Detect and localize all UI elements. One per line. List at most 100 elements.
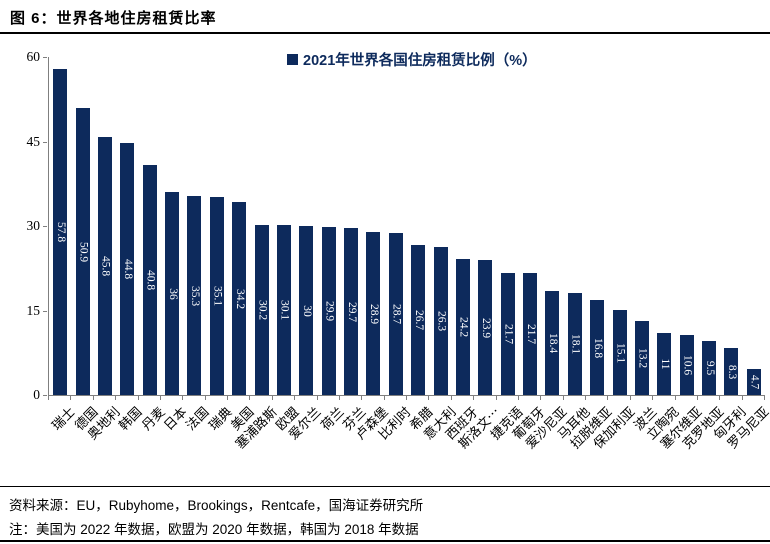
y-tick	[43, 310, 47, 312]
bar-value-label: 35.1	[211, 285, 224, 307]
bar-value-label: 40.8	[144, 269, 157, 291]
bar: 30	[299, 226, 314, 395]
x-tick	[562, 396, 564, 400]
bar: 40.8	[142, 165, 157, 395]
bar: 9.5	[702, 341, 717, 395]
x-tick	[70, 396, 72, 400]
x-tick	[48, 396, 49, 400]
x-tick	[227, 396, 228, 400]
bottom-border	[0, 540, 770, 542]
bar: 50.9	[75, 108, 90, 395]
bar-value-label: 4.7	[748, 374, 761, 390]
bar: 28.7	[388, 233, 403, 395]
bar-value-label: 50.9	[77, 241, 90, 262]
title-divider	[0, 32, 770, 34]
bar: 15.1	[612, 310, 627, 395]
legend-label: 2021年世界各国住房租赁比例（%）	[303, 53, 537, 69]
x-tick	[92, 396, 94, 400]
bar: 29.9	[321, 227, 336, 395]
bar: 36	[165, 192, 180, 395]
bar: 26.3	[433, 247, 448, 395]
bar-value-label: 16.8	[591, 337, 604, 358]
x-tick	[316, 396, 318, 400]
x-tick	[473, 396, 475, 400]
bar-value-label: 21.7	[502, 323, 515, 345]
x-tick	[652, 396, 654, 400]
bar: 44.8	[120, 143, 135, 395]
y-tick	[43, 395, 47, 396]
bar-value-label: 18.4	[547, 332, 560, 354]
source-note: 资料来源：EU，Rubyhome，Brookings，Rentcafe，国海证券…	[9, 498, 424, 513]
bar: 30.1	[276, 225, 291, 395]
bar-value-label: 10.6	[681, 354, 694, 376]
x-tick	[338, 396, 340, 400]
x-tick	[159, 396, 161, 400]
bar: 26.7	[411, 245, 426, 395]
bar: 29.7	[344, 228, 359, 395]
bar-value-label: 28.7	[390, 303, 403, 325]
bar: 23.9	[478, 260, 493, 395]
bar: 28.9	[366, 232, 381, 395]
x-tick	[764, 396, 765, 400]
x-tick	[674, 396, 676, 400]
bar-value-label: 45.8	[99, 255, 112, 277]
bar: 24.2	[455, 259, 470, 395]
legend-swatch-icon	[287, 54, 298, 65]
bar: 16.8	[590, 300, 605, 395]
x-tick	[607, 396, 609, 400]
x-tick	[137, 396, 139, 400]
bar: 35.3	[187, 196, 202, 395]
chart-legend: 2021年世界各国住房租赁比例（%）	[287, 49, 537, 70]
bar-value-label: 9.5	[703, 360, 716, 376]
bar-value-label: 26.7	[412, 309, 425, 331]
bar: 45.8	[97, 137, 112, 395]
x-tick	[406, 396, 407, 400]
bar-value-label: 26.3	[435, 310, 448, 332]
bar: 8.3	[724, 348, 739, 395]
bar-value-label: 44.8	[122, 258, 135, 280]
bar: 57.8	[53, 69, 68, 395]
bar-value-label: 24.2	[457, 316, 470, 338]
x-tick	[696, 396, 698, 400]
bar: 30.2	[254, 225, 269, 395]
data-note: 注：美国为 2022 年数据，欧盟为 2020 年数据，韩国为 2018 年数据	[9, 522, 419, 537]
x-tick	[629, 396, 631, 400]
x-tick	[361, 396, 363, 400]
x-tick	[383, 396, 385, 400]
bar-value-label: 57.8	[54, 221, 67, 243]
x-tick	[741, 396, 743, 400]
figure-title: 图 6：世界各地住房租赁比率	[10, 10, 217, 27]
bar-value-label: 29.9	[323, 300, 336, 322]
bar-value-label: 28.9	[368, 303, 381, 324]
x-tick	[294, 396, 296, 400]
bar: 11	[657, 333, 672, 395]
bar-value-label: 23.9	[480, 317, 493, 338]
bar: 21.7	[523, 273, 538, 395]
x-tick	[271, 396, 273, 400]
bar: 21.7	[500, 273, 515, 395]
bar-value-label: 30.2	[256, 299, 269, 321]
y-tick-label: 60	[26, 49, 41, 64]
bar-value-label: 13.2	[636, 347, 649, 369]
bar: 10.6	[679, 335, 694, 395]
bar: 4.7	[746, 369, 761, 395]
x-tick	[249, 396, 251, 400]
x-tick	[182, 396, 184, 400]
bar-value-label: 15.1	[614, 342, 627, 363]
bar-value-label: 18.1	[569, 333, 582, 355]
bar-value-label: 21.7	[524, 323, 537, 345]
bar: 13.2	[634, 321, 649, 395]
y-tick-label: 45	[26, 133, 41, 149]
bar-value-label: 36	[166, 287, 179, 300]
bar: 35.1	[209, 197, 224, 395]
bar-value-label: 8.3	[726, 364, 739, 379]
y-tick	[43, 226, 47, 227]
y-tick-label: 30	[26, 218, 41, 233]
bar-value-label: 35.3	[189, 285, 202, 306]
bar-value-label: 30	[301, 304, 314, 317]
x-tick	[428, 396, 430, 400]
x-tick	[115, 396, 117, 400]
y-tick	[43, 57, 47, 58]
plot-area: 57.8 50.9 45.8 44.8 40.8 36 35.3 35.1 34.2 30.2 30…	[48, 57, 765, 396]
x-tick	[204, 396, 206, 400]
